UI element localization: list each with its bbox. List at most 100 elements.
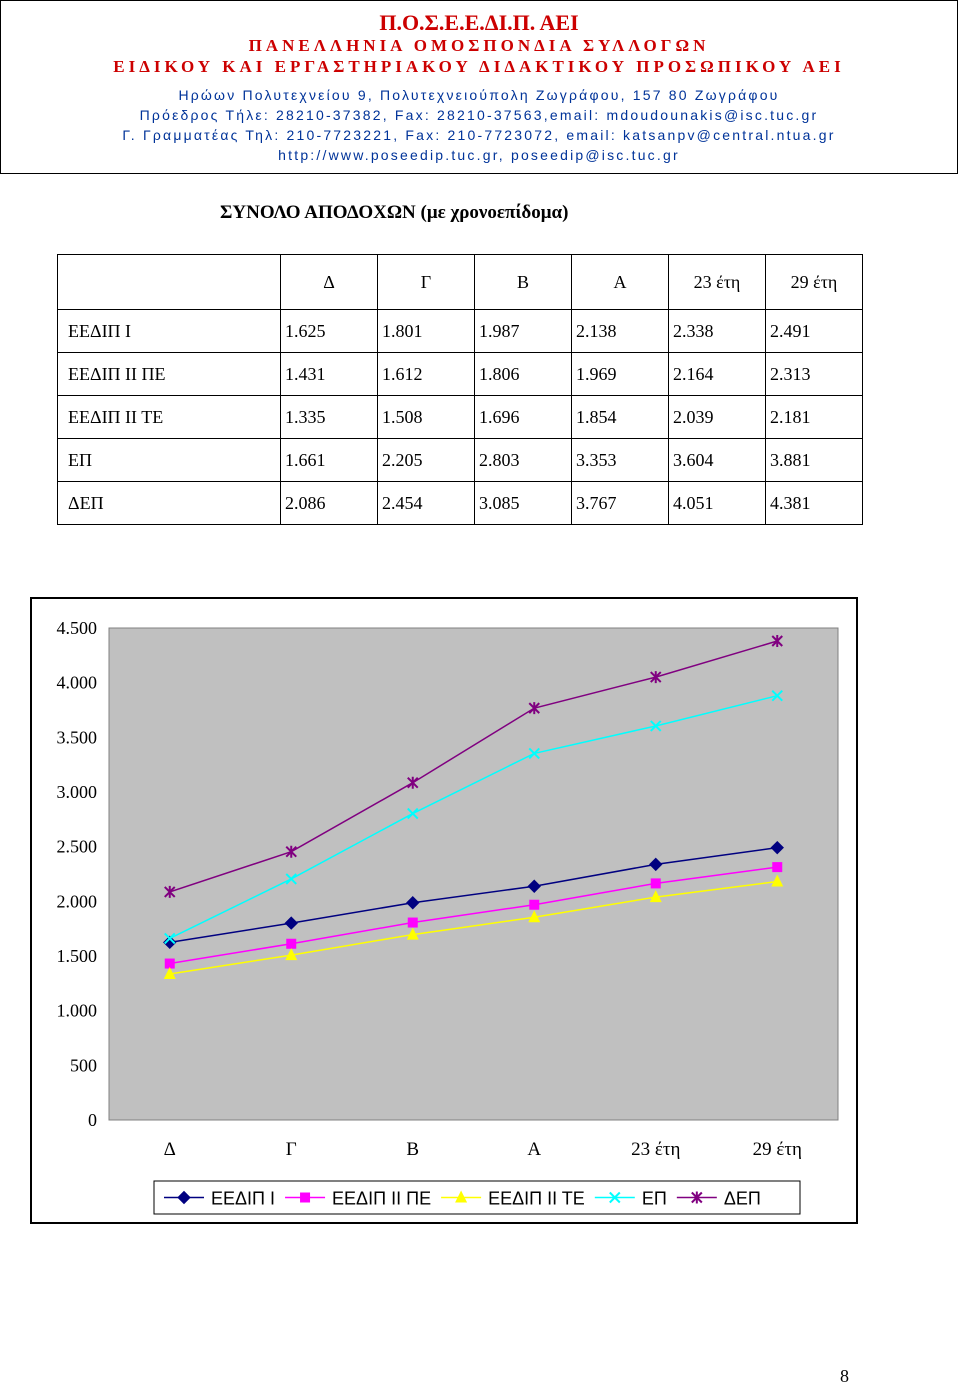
table-row: ΔΕΠ 2.086 2.454 3.085 3.767 4.051 4.381 xyxy=(57,481,863,525)
data-point xyxy=(650,671,662,684)
web-contact: http://www.poseedip.tuc.gr, poseedip@isc… xyxy=(278,147,680,163)
series-line xyxy=(169,846,778,944)
column-header: Γ xyxy=(377,254,475,310)
data-point xyxy=(300,1192,311,1203)
salary-chart: 0 500 1.000 1.500 2.000 2.500 3.000 3.500 4.000 4… xyxy=(30,597,858,1224)
table-cell: 3.353 xyxy=(571,438,669,482)
data-point xyxy=(163,967,176,980)
x-tick-label: Α xyxy=(527,1139,541,1160)
data-point xyxy=(455,1190,468,1203)
legend-label: ΕΕΔΙΠ ΙΙ ΤΕ xyxy=(488,1189,585,1209)
data-point xyxy=(527,879,541,893)
column-header: 23 έτη xyxy=(668,254,766,310)
data-point xyxy=(284,916,298,930)
data-point xyxy=(164,885,176,898)
table-cell: 2.313 xyxy=(765,352,863,396)
table-cell: 1.431 xyxy=(280,352,378,396)
column-header: Β xyxy=(474,254,572,310)
data-point xyxy=(285,873,297,885)
table-cell: 2.338 xyxy=(668,309,766,353)
table-cell: 3.085 xyxy=(474,481,572,525)
legend-label: ΕΕΔΙΠ Ι xyxy=(211,1189,275,1209)
series-line xyxy=(169,866,778,965)
data-point xyxy=(650,720,662,732)
data-point xyxy=(406,927,419,940)
column-header: 29 έτη xyxy=(765,254,863,310)
table-cell: 1.625 xyxy=(280,309,378,353)
data-point xyxy=(771,874,784,887)
data-point xyxy=(528,702,540,715)
table-cell: 4.381 xyxy=(765,481,863,525)
table-cell: 2.803 xyxy=(474,438,572,482)
data-point xyxy=(163,935,177,950)
data-point xyxy=(609,1191,621,1204)
data-point xyxy=(650,878,661,889)
row-label: ΕΕΔΙΠ ΙΙ ΤΕ xyxy=(57,395,281,439)
y-tick-label: 4.000 xyxy=(57,673,98,693)
x-tick-label: 29 έτη xyxy=(753,1139,802,1160)
table-cell: 1.335 xyxy=(280,395,378,439)
data-point xyxy=(771,635,783,648)
y-tick-label: 3.000 xyxy=(57,782,98,802)
data-point xyxy=(286,938,297,949)
data-point xyxy=(177,1190,191,1205)
column-header: Δ xyxy=(280,254,378,310)
y-tick-label: 2.500 xyxy=(57,837,98,857)
row-label: ΕΕΔΙΠ ΙΙ ΠΕ xyxy=(57,352,281,396)
x-tick-label: Β xyxy=(406,1139,419,1160)
table-cell: 1.806 xyxy=(474,352,572,396)
table-cell: 2.181 xyxy=(765,395,863,439)
x-tick-label: 23 έτη xyxy=(631,1139,680,1160)
series-line xyxy=(169,640,778,893)
address-line: Ηρώων Πολυτεχνείου 9, Πολυτεχνειούπολη Ζ… xyxy=(178,87,780,103)
summary-title: ΣΥΝΟΛΟ ΑΠΟΔΟΧΩΝ (με χρονοεπίδομα) xyxy=(220,202,569,223)
table-cell: 4.051 xyxy=(668,481,766,525)
series-line xyxy=(169,694,778,940)
staff-name: ΕΙΔΙΚΟΥ ΚΑΙ ΕΡΓΑΣΤΗΡΙΑΚΟΥ ΔΙΔΑΚΤΙΚΟΥ ΠΡΟ… xyxy=(113,57,845,76)
legend-label: ΕΠ xyxy=(642,1189,667,1209)
data-point xyxy=(407,807,419,820)
table-cell: 1.661 xyxy=(280,438,378,482)
data-point xyxy=(407,776,419,789)
data-point xyxy=(528,747,540,760)
table-cell: 2.205 xyxy=(377,438,475,482)
row-label: ΕΠ xyxy=(57,438,281,482)
table-row: ΕΕΔΙΠ ΙΙ ΤΕ 1.335 1.508 1.696 1.854 2.03… xyxy=(57,395,863,439)
y-tick-label: 4.500 xyxy=(57,618,98,638)
legend-label: ΕΕΔΙΠ ΙΙ ΠΕ xyxy=(332,1189,431,1209)
table-cell: 1.801 xyxy=(377,309,475,353)
table-cell: 3.881 xyxy=(765,438,863,482)
letterhead: Π.Ο.Σ.Ε.Ε.ΔΙ.Π. ΑΕΙ ΠΑΝΕΛΛΗΝΙΑ ΟΜΟΣΠΟΝΔΙ… xyxy=(0,0,958,174)
secretary-contact: Γ. Γραμματέας Τηλ: 210-7723221, Fax: 210… xyxy=(122,127,836,143)
table-cell: 1.854 xyxy=(571,395,669,439)
row-label: ΔΕΠ xyxy=(57,481,281,525)
table-cell: 2.039 xyxy=(668,395,766,439)
data-point xyxy=(164,958,175,969)
table-header-row: Δ Γ Β Α 23 έτη 29 έτη xyxy=(57,254,863,310)
data-point xyxy=(285,948,298,961)
table-cell: 3.604 xyxy=(668,438,766,482)
table-cell: 2.086 xyxy=(280,481,378,525)
table-cell: 1.987 xyxy=(474,309,572,353)
table-cell: 1.696 xyxy=(474,395,572,439)
legend-label: ΔΕΠ xyxy=(724,1189,761,1209)
column-header: Α xyxy=(571,254,669,310)
data-point xyxy=(772,862,783,873)
y-tick-label: 500 xyxy=(70,1055,97,1075)
y-tick-label: 2.000 xyxy=(57,891,98,911)
table-cell: 2.491 xyxy=(765,309,863,353)
y-tick-label: 1.500 xyxy=(57,946,98,966)
table-cell: 2.138 xyxy=(571,309,669,353)
table-row: ΕΕΔΙΠ ΙΙ ΠΕ 1.431 1.612 1.806 1.969 2.16… xyxy=(57,352,863,396)
data-point xyxy=(528,910,541,923)
chart-canvas: 0 500 1.000 1.500 2.000 2.500 3.000 3.500 4.000 4… xyxy=(57,618,839,1215)
table-cell: 1.969 xyxy=(571,352,669,396)
table-cell: 2.164 xyxy=(668,352,766,396)
org-name: Π.Ο.Σ.Ε.Ε.ΔΙ.Π. ΑΕΙ xyxy=(379,10,579,35)
data-point xyxy=(649,857,663,872)
data-point xyxy=(529,899,540,910)
data-point xyxy=(164,932,176,945)
data-point xyxy=(649,890,662,903)
x-tick-label: Δ xyxy=(164,1139,176,1160)
federation-name: ΠΑΝΕΛΛΗΝΙΑ ΟΜΟΣΠΟΝΔΙΑ ΣΥΛΛΟΓΩΝ xyxy=(248,36,710,55)
